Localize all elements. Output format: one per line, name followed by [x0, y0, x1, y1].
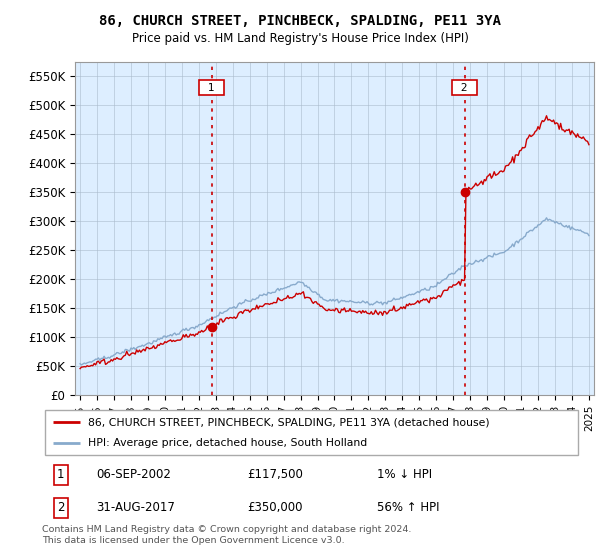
Text: 06-SEP-2002: 06-SEP-2002 [96, 468, 171, 482]
Text: 2: 2 [57, 501, 65, 515]
Text: £350,000: £350,000 [247, 501, 303, 515]
Text: 1% ↓ HPI: 1% ↓ HPI [377, 468, 432, 482]
Text: 56% ↑ HPI: 56% ↑ HPI [377, 501, 439, 515]
Text: HPI: Average price, detached house, South Holland: HPI: Average price, detached house, Sout… [88, 438, 367, 448]
Text: 1: 1 [202, 83, 221, 92]
Text: 1: 1 [57, 468, 65, 482]
Text: Price paid vs. HM Land Registry's House Price Index (HPI): Price paid vs. HM Land Registry's House … [131, 32, 469, 45]
Text: £117,500: £117,500 [247, 468, 303, 482]
Text: 86, CHURCH STREET, PINCHBECK, SPALDING, PE11 3YA: 86, CHURCH STREET, PINCHBECK, SPALDING, … [99, 14, 501, 28]
Text: 86, CHURCH STREET, PINCHBECK, SPALDING, PE11 3YA (detached house): 86, CHURCH STREET, PINCHBECK, SPALDING, … [88, 417, 490, 427]
Text: Contains HM Land Registry data © Crown copyright and database right 2024.
This d: Contains HM Land Registry data © Crown c… [42, 525, 412, 545]
FancyBboxPatch shape [45, 410, 578, 455]
Text: 31-AUG-2017: 31-AUG-2017 [96, 501, 175, 515]
Text: 2: 2 [454, 83, 475, 92]
